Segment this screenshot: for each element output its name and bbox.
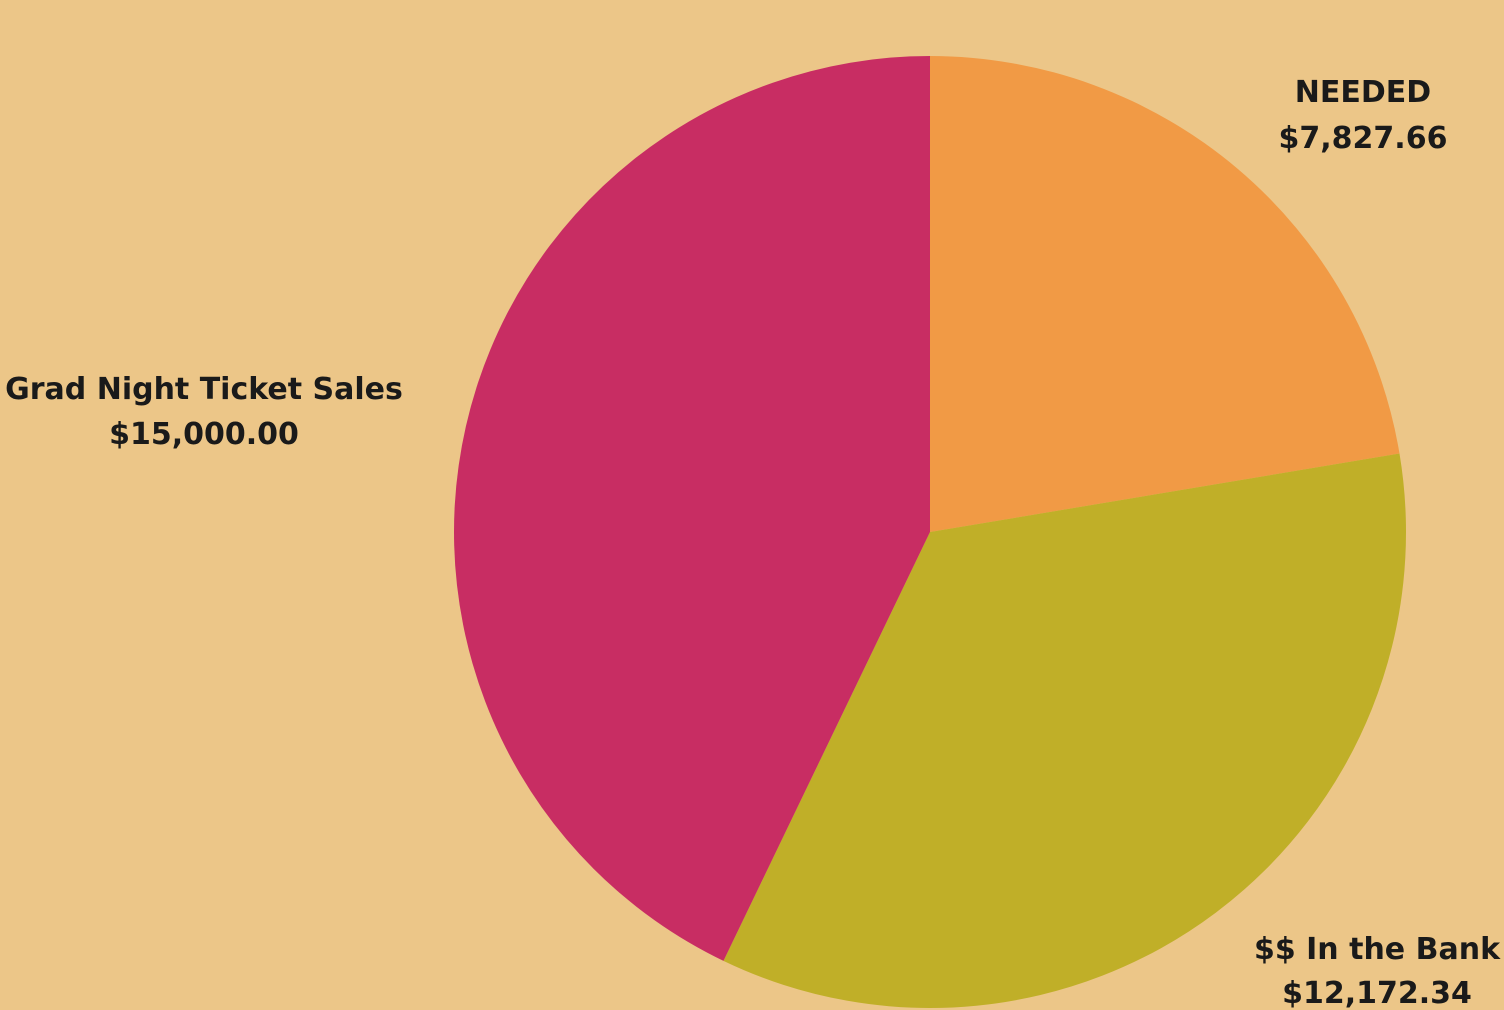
pie-slice-needed	[930, 56, 1400, 532]
slice-value-needed: $7,827.66	[1279, 121, 1448, 156]
slice-label-ticket-sales: Grad Night Ticket Sales	[5, 372, 403, 407]
slice-label-needed: NEEDED	[1295, 75, 1431, 110]
slice-value-in-the-bank: $12,172.34	[1282, 976, 1472, 1010]
pie-slice-in-the-bank	[723, 453, 1407, 1009]
pie-slice-ticket-sales	[454, 56, 930, 961]
pie-slices	[454, 56, 1407, 1009]
slice-value-ticket-sales: $15,000.00	[109, 417, 299, 452]
slice-label-in-the-bank: $$ In the Bank	[1254, 932, 1501, 967]
